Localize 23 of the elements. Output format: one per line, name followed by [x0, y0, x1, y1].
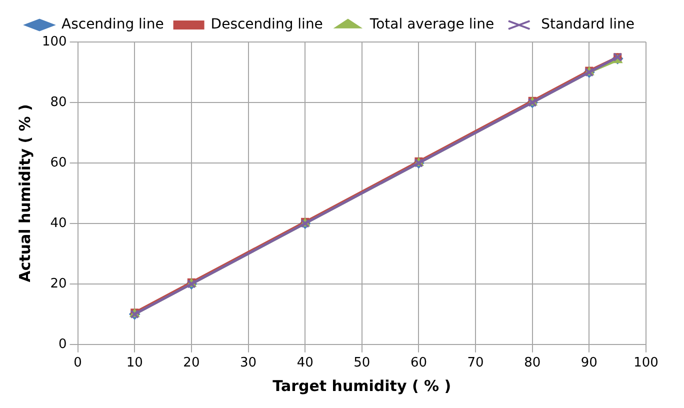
legend-label: Standard line — [541, 16, 635, 33]
x-tick-label: 30 — [240, 356, 257, 371]
y-tick-label: 0 — [58, 336, 67, 352]
x-tick-label: 0 — [74, 356, 82, 371]
x-tick-label: 10 — [126, 356, 143, 371]
x-tick-label: 50 — [354, 356, 370, 371]
x-tick-label: 80 — [524, 356, 541, 371]
x-tick-label: 90 — [580, 356, 598, 371]
x-axis-title: Target humidity ( % ) — [272, 376, 452, 395]
x-tick-label: 100 — [634, 356, 658, 371]
x-tick-label: 70 — [467, 356, 484, 371]
y-tick-label: 100 — [42, 34, 67, 50]
y-tick-label: 80 — [50, 94, 67, 110]
x-tick-label: 60 — [410, 356, 427, 371]
legend-label: Descending line — [210, 16, 323, 33]
x-tick-label: 40 — [296, 356, 314, 371]
legend-label: Ascending line — [61, 16, 164, 33]
y-tick-label: 20 — [50, 276, 67, 292]
y-axis-title: Actual humidity ( % ) — [16, 104, 34, 282]
legend-label: Total average line — [368, 16, 494, 33]
y-tick-label: 60 — [50, 155, 67, 170]
y-tick-label: 40 — [50, 216, 67, 231]
x-tick-label: 20 — [183, 356, 200, 371]
